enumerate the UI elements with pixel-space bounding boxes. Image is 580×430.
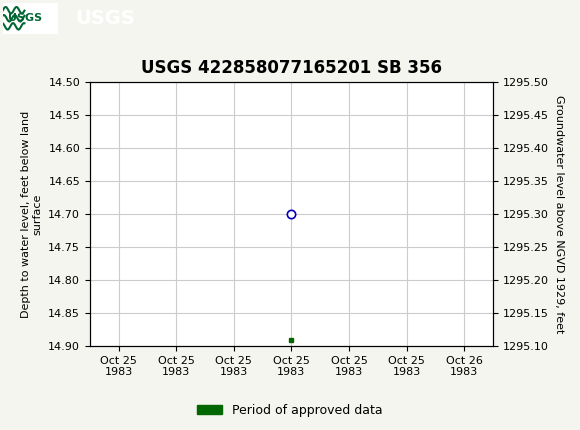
Title: USGS 422858077165201 SB 356: USGS 422858077165201 SB 356 bbox=[141, 59, 442, 77]
Legend: Period of approved data: Period of approved data bbox=[192, 399, 388, 421]
Text: USGS: USGS bbox=[75, 9, 135, 28]
Y-axis label: Depth to water level, feet below land
surface: Depth to water level, feet below land su… bbox=[21, 111, 43, 317]
Text: USGS: USGS bbox=[8, 13, 42, 23]
FancyBboxPatch shape bbox=[3, 3, 58, 34]
Y-axis label: Groundwater level above NGVD 1929, feet: Groundwater level above NGVD 1929, feet bbox=[554, 95, 564, 333]
